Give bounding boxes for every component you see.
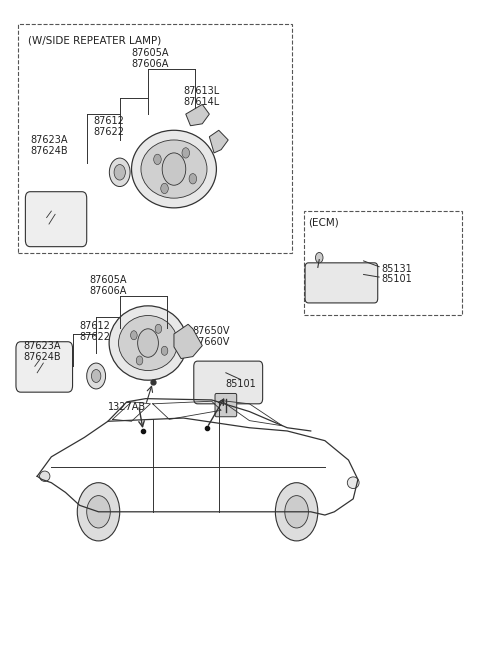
Ellipse shape [109, 306, 187, 380]
FancyBboxPatch shape [16, 342, 72, 392]
Text: 1327AB: 1327AB [108, 402, 146, 412]
Text: 87614L: 87614L [183, 98, 220, 107]
Polygon shape [174, 324, 202, 358]
Circle shape [189, 174, 197, 184]
Text: 87622: 87622 [94, 126, 125, 136]
Circle shape [161, 183, 168, 194]
Polygon shape [209, 130, 228, 153]
Ellipse shape [141, 140, 207, 198]
Text: 87623A: 87623A [30, 135, 68, 145]
Text: 87605A: 87605A [89, 275, 127, 286]
Circle shape [87, 363, 106, 389]
FancyBboxPatch shape [25, 192, 87, 247]
FancyBboxPatch shape [305, 263, 378, 303]
Ellipse shape [132, 130, 216, 208]
Circle shape [285, 496, 308, 528]
Text: 87624B: 87624B [30, 146, 68, 156]
Circle shape [77, 483, 120, 541]
Circle shape [114, 164, 125, 180]
Text: 87613L: 87613L [183, 86, 220, 96]
FancyBboxPatch shape [215, 394, 237, 417]
Circle shape [91, 369, 101, 383]
FancyBboxPatch shape [194, 361, 263, 403]
Ellipse shape [39, 471, 50, 481]
Circle shape [136, 356, 143, 365]
Text: 87622: 87622 [80, 332, 110, 342]
Text: 87605A: 87605A [132, 48, 169, 58]
Text: 87606A: 87606A [89, 286, 126, 296]
Circle shape [155, 324, 162, 333]
Text: 85101: 85101 [226, 379, 257, 389]
Text: 85101: 85101 [382, 274, 412, 284]
Text: 87624B: 87624B [23, 352, 60, 362]
Polygon shape [186, 104, 209, 126]
Circle shape [182, 148, 190, 158]
Circle shape [138, 329, 158, 357]
Bar [304, 211, 462, 314]
Circle shape [109, 158, 130, 187]
Circle shape [315, 252, 323, 263]
Text: 87660V: 87660V [193, 337, 230, 346]
Text: 87606A: 87606A [132, 59, 169, 69]
Text: 85131: 85131 [382, 264, 412, 274]
Text: (W/SIDE REPEATER LAMP): (W/SIDE REPEATER LAMP) [28, 35, 161, 45]
Circle shape [161, 346, 168, 355]
Ellipse shape [119, 316, 178, 371]
Circle shape [131, 331, 137, 340]
Text: 87612: 87612 [80, 321, 110, 331]
Circle shape [162, 153, 186, 185]
Text: 87650V: 87650V [193, 326, 230, 336]
Bar [18, 24, 292, 253]
Circle shape [154, 154, 161, 164]
Circle shape [276, 483, 318, 541]
Circle shape [87, 496, 110, 528]
Text: 87623A: 87623A [23, 341, 60, 350]
Text: (ECM): (ECM) [308, 217, 339, 227]
Ellipse shape [348, 477, 359, 489]
Text: 87612: 87612 [94, 115, 125, 126]
